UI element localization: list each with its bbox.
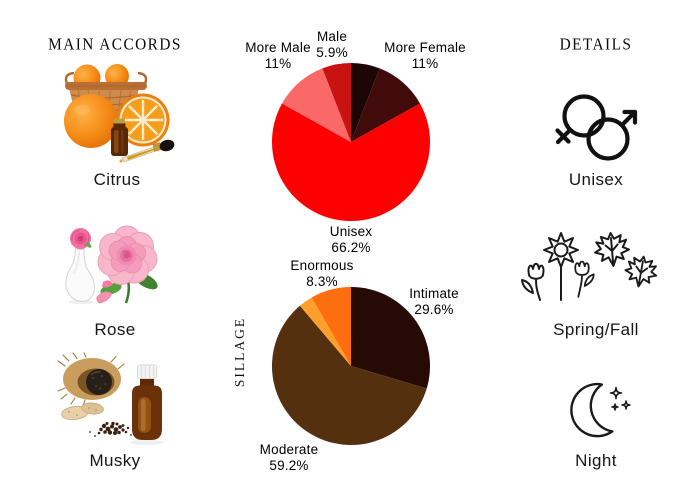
musk-granules xyxy=(89,421,135,437)
pie-label-pct: 11% xyxy=(264,55,292,71)
female-symbol-circle xyxy=(562,94,606,138)
musk-grain xyxy=(86,369,112,395)
accord-label-rose: Rose xyxy=(94,320,136,339)
tulip-right xyxy=(574,260,595,298)
pie-label-name: Intimate xyxy=(409,286,459,301)
essential-oil-bottle xyxy=(111,118,128,156)
tulip-left xyxy=(521,262,545,301)
amber-bottle xyxy=(130,364,164,445)
pie-label-more-female: More Female 11% xyxy=(377,40,473,71)
unisex-gender-icon xyxy=(555,94,638,161)
male-symbol-circle xyxy=(586,117,630,161)
pie-label-moderate: Moderate 59.2% xyxy=(244,442,334,473)
pie-slice-unlabeled xyxy=(351,63,380,142)
accord-label-musky: Musky xyxy=(89,451,141,470)
pie-label-unisex: Unisex 66.2% xyxy=(311,224,391,255)
pie-label-name: Unisex xyxy=(329,224,373,239)
pie-label-enormous: Enormous 8.3% xyxy=(281,258,363,289)
gender-pie-chart xyxy=(272,63,430,221)
pie-label-name: More Female xyxy=(384,40,466,55)
pie-slice-intimate xyxy=(351,287,430,389)
musk-pod-fur xyxy=(57,352,125,407)
pie-label-male: Male 5.9% xyxy=(302,29,362,60)
oil-dropper xyxy=(119,139,175,163)
pie-slice-unisex xyxy=(272,103,430,221)
detail-label-unisex: Unisex xyxy=(568,170,624,189)
pie-slice-more-female xyxy=(351,68,420,142)
sillage-axis-label: SILLAGE xyxy=(232,316,247,388)
half-orange xyxy=(116,93,170,147)
pie-label-pct: 5.9% xyxy=(316,44,348,60)
rose-image xyxy=(65,225,158,305)
accord-label-citrus: Citrus xyxy=(93,170,141,189)
musk-image xyxy=(57,352,164,445)
details-heading: DETAILS xyxy=(559,35,633,54)
pie-label-pct: 59.2% xyxy=(269,457,309,473)
accords-heading: MAIN ACCORDS xyxy=(48,35,182,54)
pie-slice-enormous xyxy=(311,287,351,366)
pie-label-pct: 66.2% xyxy=(331,239,371,255)
pie-label-name: Moderate xyxy=(259,442,319,457)
whole-orange xyxy=(64,94,118,148)
small-rose-bud xyxy=(70,228,92,249)
pie-label-name: Enormous xyxy=(290,258,354,273)
pie-slice-unlabeled xyxy=(299,297,351,366)
pie-slice-moderate xyxy=(271,305,427,446)
pie-label-name: More Male xyxy=(245,40,311,55)
pie-label-more-male: More Male 11% xyxy=(239,40,317,71)
pie-slice-more-male xyxy=(282,68,351,142)
pie-label-name: Male xyxy=(316,29,348,44)
detail-label-night: Night xyxy=(575,451,617,470)
crescent-moon xyxy=(570,382,614,438)
pie-label-pct: 8.3% xyxy=(306,273,338,289)
pie-label-pct: 29.6% xyxy=(414,301,454,317)
pie-label-pct: 11% xyxy=(411,55,439,71)
night-moon-icon xyxy=(570,382,631,438)
sparkle-stars xyxy=(609,386,631,411)
maple-leaf-2 xyxy=(624,255,658,288)
pie-slice-male xyxy=(322,63,351,142)
white-vase xyxy=(65,245,96,302)
maple-leaf-1 xyxy=(594,232,631,267)
detail-label-season: Spring/Fall xyxy=(553,320,639,339)
sunflower xyxy=(543,232,579,301)
spring-fall-icon xyxy=(521,232,658,301)
pie-label-intimate: Intimate 29.6% xyxy=(392,286,476,317)
sillage-pie-chart xyxy=(271,287,430,446)
citrus-image xyxy=(64,64,175,163)
fallen-petal xyxy=(96,291,113,304)
large-rose-bloom xyxy=(97,225,158,285)
